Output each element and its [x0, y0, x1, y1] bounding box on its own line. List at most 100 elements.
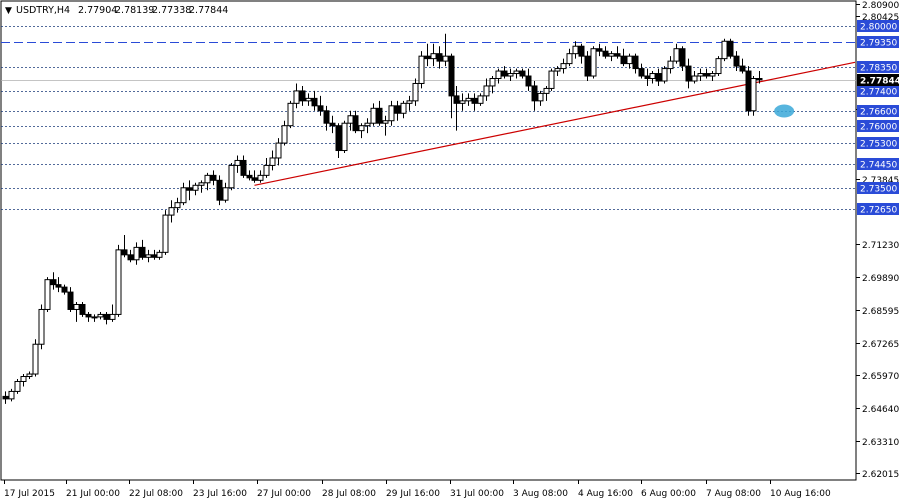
candle	[192, 182, 199, 196]
candle-body-bull	[382, 120, 389, 124]
candle-body-bull	[442, 55, 449, 62]
candle	[596, 43, 603, 57]
candle-body-bear	[323, 110, 330, 124]
candle-body-bull	[8, 390, 15, 400]
candle	[121, 234, 128, 258]
candle-body-bear	[240, 159, 247, 176]
candle-body-bull	[364, 122, 371, 127]
candle	[614, 46, 621, 59]
level-price-label: 2.79350	[860, 39, 897, 49]
x-tick-label: 22 Jul 08:00	[129, 489, 183, 499]
header-close: 2.77844	[189, 5, 228, 16]
candle-body-bull	[281, 125, 288, 144]
y-tick-label: 2.68595	[862, 307, 899, 317]
candle	[352, 110, 359, 134]
candle-body-bear	[745, 70, 752, 112]
candle	[756, 71, 763, 84]
candle	[133, 242, 140, 265]
candle-body-bear	[501, 70, 508, 77]
level-price-box	[857, 36, 899, 48]
level-price-box	[857, 85, 899, 97]
candle	[156, 249, 163, 260]
candle-body-bear	[519, 70, 526, 77]
header-menu-icon[interactable]: ▼	[5, 6, 12, 16]
candle	[543, 85, 550, 101]
header-low: 2.77338	[152, 5, 191, 16]
candle-body-bear	[61, 286, 68, 293]
candle	[341, 120, 348, 154]
candle-body-bull	[513, 70, 520, 75]
level-price-box	[857, 182, 899, 194]
candle-body-bull	[721, 40, 728, 60]
y-tick-label: 2.62015	[862, 470, 899, 480]
candle	[305, 93, 312, 106]
candle-body-bear	[453, 95, 460, 104]
candle	[679, 46, 686, 72]
y-tick-label: 2.64640	[862, 405, 899, 415]
level-price-label: 2.73500	[860, 185, 897, 195]
candle	[145, 249, 152, 263]
candle	[44, 277, 51, 312]
candle	[584, 51, 591, 81]
candle	[554, 66, 561, 77]
candle	[685, 58, 692, 89]
level-price-label: 2.72650	[860, 206, 897, 216]
candle-body-bull	[341, 122, 348, 152]
candle-body-bull	[697, 73, 704, 77]
candle-body-bull	[14, 380, 21, 392]
candle-body-bear	[739, 65, 746, 72]
plot-frame	[0, 0, 857, 481]
candle	[531, 80, 538, 111]
candle	[548, 68, 555, 91]
candle-body-bull	[32, 343, 39, 375]
candle-body-bull	[347, 115, 354, 124]
candle-body-bull	[400, 102, 407, 114]
x-tick-label: 6 Aug 00:00	[641, 489, 696, 499]
candle	[560, 58, 567, 74]
candle	[85, 311, 92, 322]
candle	[471, 93, 478, 111]
candle	[673, 43, 680, 64]
candle	[507, 68, 514, 81]
candle	[430, 43, 437, 67]
header-open: 2.77904	[78, 5, 117, 16]
candle-body-bull	[20, 376, 27, 382]
candle-body-bear	[679, 48, 686, 67]
y-tick-label: 2.80900	[862, 1, 899, 11]
candle-body-bear	[246, 174, 253, 179]
candle	[394, 100, 401, 121]
candle	[412, 78, 419, 106]
candle	[453, 85, 460, 131]
candle-body-bull	[608, 53, 615, 57]
candle-body-bull	[115, 249, 122, 315]
candle	[198, 180, 205, 193]
candle	[281, 120, 288, 146]
y-tick-label: 2.69890	[862, 274, 899, 284]
candle	[73, 302, 80, 322]
x-tick-label: 3 Aug 08:00	[513, 489, 568, 499]
y-tick-label: 2.63310	[862, 438, 899, 448]
level-price-label: 2.74450	[860, 161, 897, 171]
candle-body-bear	[127, 254, 134, 261]
candle	[26, 371, 33, 380]
candle-body-bull	[418, 55, 425, 84]
candle-body-bull	[537, 92, 544, 102]
candle	[186, 180, 193, 201]
candle	[697, 68, 704, 81]
candle	[103, 311, 110, 325]
candle	[127, 249, 134, 263]
candle	[246, 170, 253, 181]
y-tick-label: 2.67265	[862, 340, 899, 350]
candle-body-bear	[2, 395, 9, 400]
candle-body-bull	[97, 313, 104, 318]
candle-body-bear	[50, 279, 57, 286]
level-price-label: 2.77400	[860, 88, 897, 98]
candle-body-bull	[228, 164, 235, 189]
candle-body-bear	[578, 45, 585, 57]
header-high: 2.78139	[115, 5, 154, 16]
candle-body-bear	[525, 75, 532, 87]
candle	[275, 138, 282, 166]
candle	[406, 95, 413, 111]
candle	[168, 200, 175, 223]
candle-body-bear	[756, 78, 763, 81]
